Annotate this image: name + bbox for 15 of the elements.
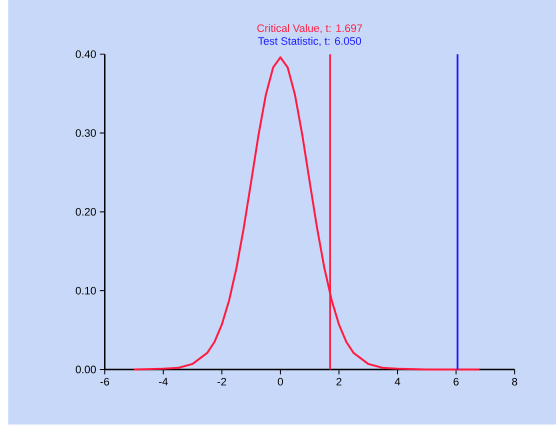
y-tick-label: 0.40 — [76, 50, 96, 58]
x-tick-label: -6 — [100, 378, 110, 386]
y-tick-label: 0.00 — [76, 366, 96, 374]
x-tick-label: 2 — [336, 378, 342, 386]
x-tick-label: 8 — [512, 378, 518, 386]
x-tick-label: -4 — [158, 378, 168, 386]
y-tick-label: 0.10 — [76, 287, 96, 295]
x-tick-label: -2 — [218, 378, 226, 386]
ref-line-label: Test Statistic, t: 6.050 — [258, 37, 362, 46]
x-tick-label: 0 — [278, 378, 283, 386]
ref-line-label: Critical Value, t: 1.697 — [257, 24, 362, 34]
y-tick-label: 0.30 — [76, 129, 96, 138]
x-tick-label: 4 — [394, 378, 400, 386]
y-tick-label: 0.20 — [76, 208, 96, 216]
x-tick-label: 6 — [454, 378, 459, 386]
